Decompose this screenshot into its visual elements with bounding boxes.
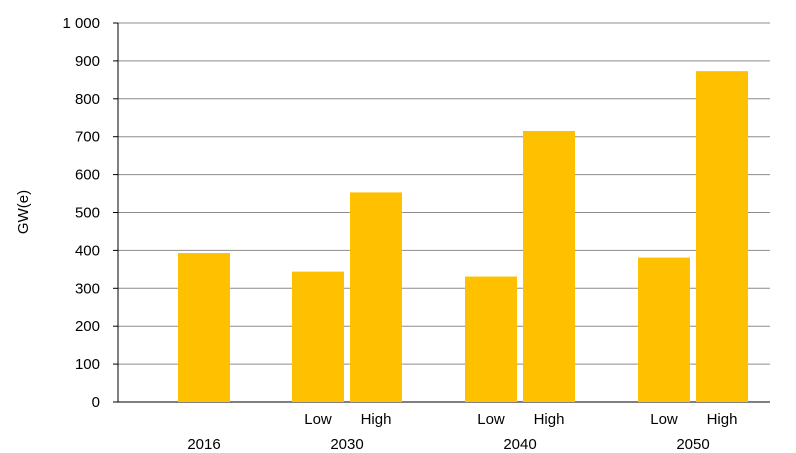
y-tick-label: 600 (75, 167, 100, 184)
bar-2040-low (465, 276, 517, 402)
bar-sub-label: Low (304, 411, 332, 428)
bar-2040-high (523, 131, 575, 402)
category-label: 2040 (503, 436, 536, 453)
bar-2030-high (350, 192, 402, 402)
y-tick-label: 700 (75, 129, 100, 146)
bar-2016 (178, 253, 230, 402)
bar-sub-label: High (707, 411, 738, 428)
bar-sub-labels: Low High Low High Low High (304, 411, 737, 428)
y-tick-label: 800 (75, 91, 100, 108)
category-label: 2050 (676, 436, 709, 453)
y-tick-label: 0 (92, 394, 100, 411)
bar-sub-label: High (361, 411, 392, 428)
bar-sub-label: Low (477, 411, 505, 428)
y-tick-label: 100 (75, 356, 100, 373)
bar-2050-low (638, 257, 690, 402)
y-tick-label: 500 (75, 205, 100, 222)
category-labels: 2016 2030 2040 2050 (187, 436, 709, 453)
bar-2050-high (696, 71, 748, 403)
y-axis-label: GW(e) (15, 190, 32, 234)
category-label: 2030 (330, 436, 363, 453)
y-tick-label: 300 (75, 280, 100, 297)
category-label: 2016 (187, 436, 220, 453)
y-tick-labels: 0 100 200 300 400 500 600 700 800 900 1 000 (62, 15, 100, 411)
y-tick-label: 900 (75, 53, 100, 70)
y-tick-label: 200 (75, 318, 100, 335)
y-tick-label: 400 (75, 242, 100, 259)
y-tick-label: 1 000 (62, 15, 100, 32)
bars (178, 71, 748, 403)
bar-sub-label: High (534, 411, 565, 428)
bar-2030-low (292, 271, 344, 402)
bar-sub-label: Low (650, 411, 678, 428)
